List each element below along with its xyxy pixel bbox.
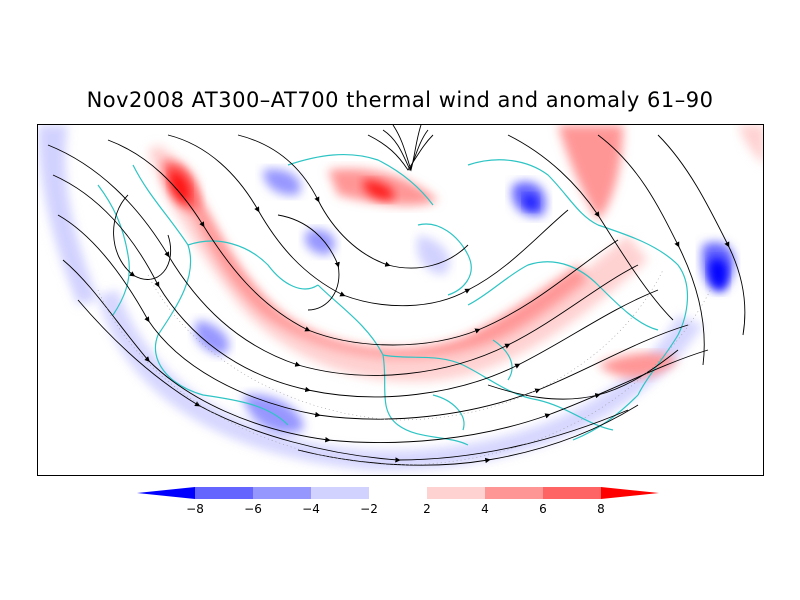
colorbar-tick-label: −4 <box>302 502 320 516</box>
anomaly-blue-north-2 <box>304 229 336 255</box>
colorbar-segment <box>253 487 311 499</box>
colorbar-tick-label: 2 <box>423 502 431 516</box>
colorbar-tick-label: 8 <box>597 502 605 516</box>
map-panel <box>37 124 764 476</box>
colorbar-segment <box>485 487 543 499</box>
anomaly-red-northwest-core <box>169 170 190 203</box>
colorbar-segment-max <box>601 487 659 499</box>
anomaly-red-northeast <box>558 125 623 220</box>
colorbar-segment <box>369 487 427 499</box>
anomaly-blue-scand-core <box>524 194 538 210</box>
colorbar-segment <box>195 487 253 499</box>
anomaly-red-north-core <box>363 180 394 201</box>
anomaly-red-southeast <box>598 353 678 378</box>
colorbar-segment <box>427 487 485 499</box>
anomaly-blue-pole <box>416 235 450 275</box>
streamlines <box>47 125 746 466</box>
colorbar-segment <box>543 487 601 499</box>
anomaly-blue-patch-2 <box>194 320 229 355</box>
anomaly-blue-north-1 <box>263 169 301 196</box>
colorbar-tick-label: 6 <box>539 502 547 516</box>
anomaly-blue-west <box>38 125 98 305</box>
colorbar-segment-min <box>137 487 195 499</box>
colorbar <box>137 487 659 499</box>
colorbar-tick-label: −2 <box>360 502 378 516</box>
anomaly-red-east-edge <box>738 125 763 164</box>
anomaly-map <box>38 125 763 475</box>
anomaly-blue-siberia-core <box>708 258 728 291</box>
colorbar-segment <box>311 487 369 499</box>
colorbar-tick-label: −6 <box>244 502 262 516</box>
colorbar-tick-label: −8 <box>186 502 204 516</box>
map-title: Nov2008 AT300–AT700 thermal wind and ano… <box>86 88 714 112</box>
projection-mask <box>38 280 763 475</box>
colorbar-tick-label: 4 <box>481 502 489 516</box>
